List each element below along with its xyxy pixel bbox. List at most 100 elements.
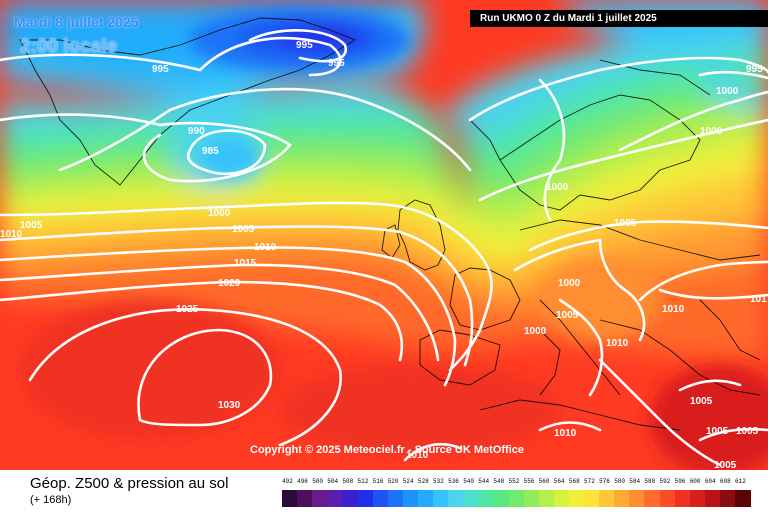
legend-value: 548 xyxy=(493,478,505,485)
legend-value: 496 xyxy=(297,478,308,485)
isobar-label: 1000 xyxy=(716,86,739,97)
isobar-label: 1005 xyxy=(232,224,255,235)
legend-swatch xyxy=(342,490,358,507)
legend-swatch xyxy=(523,490,540,507)
isobar-label: 1025 xyxy=(176,304,199,315)
isobar-label: 1010 xyxy=(662,304,685,315)
legend-swatch xyxy=(538,490,555,507)
legend-swatch xyxy=(644,490,660,507)
isobar-label: 1000 xyxy=(208,208,231,219)
legend-swatch xyxy=(674,490,691,507)
isobar-label: 1005 xyxy=(614,218,637,229)
legend-value: 512 xyxy=(357,478,369,485)
legend-value: 540 xyxy=(463,478,474,485)
legend-swatch xyxy=(584,490,600,507)
isobar-label: 1005 xyxy=(690,396,713,407)
color-legend: 492 496 500 504 508 512 516 520 524 528 532 536 540 5… xyxy=(282,478,751,508)
legend-swatch xyxy=(282,490,298,507)
legend-swatch xyxy=(704,490,721,507)
legend-swatch xyxy=(735,490,751,507)
legend-swatch xyxy=(417,490,434,507)
legend-value: 556 xyxy=(523,478,535,485)
legend-swatch xyxy=(372,490,389,507)
legend-value: 600 xyxy=(689,478,701,485)
map-title: Géop. Z500 & pression au sol xyxy=(30,475,229,492)
isobar-label: 995 xyxy=(328,58,345,69)
isobar-label: 1005 xyxy=(20,220,43,231)
legend-swatch xyxy=(568,490,585,507)
legend-value: 576 xyxy=(599,478,610,485)
legend-swatch xyxy=(357,490,374,507)
legend-value: 536 xyxy=(448,478,459,485)
run-info-banner: Run UKMO 0 Z du Mardi 1 juillet 2025 xyxy=(470,10,768,27)
legend-swatch xyxy=(493,490,509,507)
legend-value: 516 xyxy=(372,478,384,485)
legend-value: 580 xyxy=(614,478,625,485)
legend-value: 604 xyxy=(704,478,716,485)
isobar-label: 1005 xyxy=(706,426,729,437)
legend-value: 504 xyxy=(327,478,339,485)
isobar-label: 985 xyxy=(202,146,219,157)
isobar-label: 995 xyxy=(746,64,763,75)
valid-date: Mardi 8 juillet 2025 xyxy=(14,14,139,30)
legend-value: 532 xyxy=(433,478,444,485)
isobar-label: 1000 xyxy=(700,126,723,137)
isobar-label: 1010 xyxy=(606,338,629,349)
legend-value: 524 xyxy=(402,478,414,485)
isobar-label: 1030 xyxy=(218,400,241,411)
legend-value: 500 xyxy=(312,478,323,485)
legend-swatch xyxy=(463,490,479,507)
legend-value: 520 xyxy=(387,478,399,485)
weather-map: 995 995 995 990 985 995 1000 1000 1000 1… xyxy=(0,0,768,470)
legend-value: 584 xyxy=(629,478,641,485)
legend-value: 608 xyxy=(719,478,731,485)
legend-value: 588 xyxy=(644,478,656,485)
forecast-lead-time: (+ 168h) xyxy=(30,494,72,506)
legend-swatch xyxy=(553,490,570,507)
z500-core-anomalies xyxy=(20,8,768,470)
legend-swatch xyxy=(629,490,645,507)
legend-value: 592 xyxy=(659,478,671,485)
legend-swatch xyxy=(478,490,494,507)
legend-swatch xyxy=(433,490,449,507)
footer: Géop. Z500 & pression au sol (+ 168h) 49… xyxy=(0,470,768,512)
isobar-label: 1010 xyxy=(406,450,429,461)
legend-value: 492 xyxy=(282,478,293,485)
legend-value: 572 xyxy=(584,478,595,485)
map-canvas: 995 995 995 990 985 995 1000 1000 1000 1… xyxy=(0,0,768,470)
legend-value: 528 xyxy=(417,478,429,485)
isobar-label: 1005 xyxy=(736,426,759,437)
legend-value: 560 xyxy=(538,478,550,485)
isobar-label: 990 xyxy=(188,126,205,137)
legend-swatch xyxy=(387,490,404,507)
legend-swatch xyxy=(297,490,313,507)
legend-value: 552 xyxy=(508,478,520,485)
isobar-label: 1000 xyxy=(524,326,547,337)
legend-swatch xyxy=(659,490,676,507)
legend-swatch xyxy=(448,490,464,507)
legend-swatch xyxy=(402,490,419,507)
legend-value: 564 xyxy=(553,478,565,485)
legend-swatch xyxy=(719,490,736,507)
pressure-labels: 995 995 995 990 985 995 1000 1000 1000 1… xyxy=(0,40,767,470)
legend-swatch xyxy=(327,490,343,507)
legend-swatch xyxy=(689,490,706,507)
isobar-label: 995 xyxy=(296,40,313,51)
isobar-label: 1010 xyxy=(554,428,577,439)
legend-swatch xyxy=(312,490,328,507)
legend-value: 612 xyxy=(735,478,746,485)
legend-value: 568 xyxy=(568,478,580,485)
legend-swatch xyxy=(508,490,525,507)
isobar-label: 1020 xyxy=(218,278,241,289)
isobar-label: 1015 xyxy=(234,258,257,269)
legend-value: 596 xyxy=(674,478,686,485)
isobar-label: 1000 xyxy=(558,278,581,289)
coastlines xyxy=(19,17,761,431)
isobar-label: 995 xyxy=(152,64,169,75)
isobar-label: 1010 xyxy=(0,229,23,240)
isobar-label: 1000 xyxy=(546,182,569,193)
legend-swatch xyxy=(599,490,615,507)
isobar-label: 1005 xyxy=(714,460,737,470)
legend-value: 508 xyxy=(342,478,354,485)
legend-swatch xyxy=(614,490,630,507)
